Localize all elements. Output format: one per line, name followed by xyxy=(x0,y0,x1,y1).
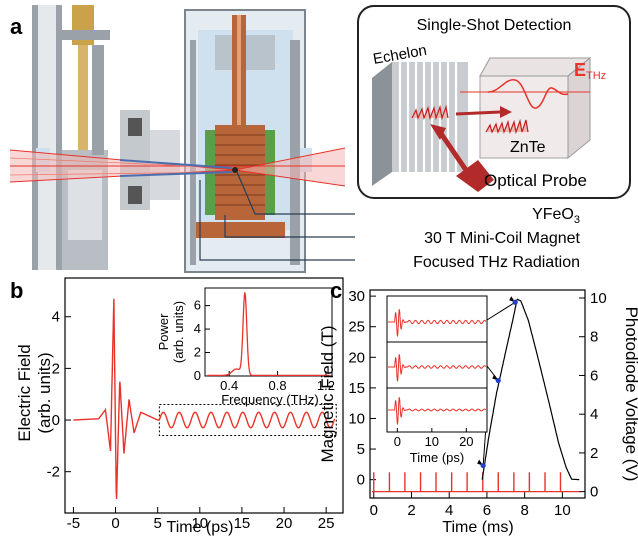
sample-point xyxy=(495,377,501,384)
power-spectrum-trace xyxy=(207,292,330,377)
x-tick-label: 0 xyxy=(370,502,378,519)
x-tick-label: 10 xyxy=(191,515,208,532)
y-tick-label: 4 xyxy=(52,309,60,326)
plot-c-frame xyxy=(369,289,586,499)
panel-c: c 0 2 4 6 8 10 0 5 10 15 20 25 30 0 2 4 6 8 10 0 10 20 Time … xyxy=(318,278,638,536)
y2-tick-label: 0 xyxy=(590,484,598,501)
inset-y-tick-label: 6 xyxy=(194,298,201,313)
inset-c-xlabel: Time (ps) xyxy=(410,450,464,465)
callout-lines xyxy=(199,171,355,261)
plot-b-frame xyxy=(64,277,344,514)
inset-x-tick-label: 0.4 xyxy=(220,378,238,393)
y-tick-label: 25 xyxy=(348,319,365,336)
x-tick-label: 5 xyxy=(153,515,161,532)
panel-label-c: c xyxy=(330,278,342,303)
plot-b-inset-ticks: 0.4 0.8 1.2 0 2 4 6 xyxy=(194,298,335,393)
detection-inset: Single-Shot Detection Echelon ZnTe xyxy=(357,5,631,199)
inset-b-ylabel: Power(arb. units) xyxy=(156,301,186,363)
probe-pulse-train-echelon xyxy=(411,104,449,121)
photodiode-spikes xyxy=(371,472,580,493)
sample-points xyxy=(480,299,518,469)
probe-label: Optical Probe xyxy=(484,171,587,190)
x-tick-label: 15 xyxy=(234,515,251,532)
panel-a: a xyxy=(9,5,631,273)
x-tick-label: 2 xyxy=(407,502,415,519)
inset-x-tick-label: 0.8 xyxy=(269,378,287,393)
callout-labels: YFeO3 30 T Mini-Coil Magnet Focused THz … xyxy=(413,206,580,271)
x-tick-label: 0 xyxy=(111,515,119,532)
y-tick-label: 2 xyxy=(52,360,60,377)
plot-c-y2label: Photodiode Voltage (V) xyxy=(622,307,638,482)
y2-tick-label: 10 xyxy=(590,290,607,307)
plot-b-ylabel: Electric Field(arb. units) xyxy=(15,344,54,441)
y-tick-label: 5 xyxy=(357,441,365,458)
callout-magnet: 30 T Mini-Coil Magnet xyxy=(424,230,580,247)
y-tick-label: 15 xyxy=(348,380,365,397)
y-tick-label: 20 xyxy=(348,349,365,366)
callout-yfeo3: YFeO3 xyxy=(532,206,580,226)
inset-title: Single-Shot Detection xyxy=(417,17,572,34)
sample-point xyxy=(480,462,486,469)
inset-c-trace-2 xyxy=(388,353,487,383)
magnetic-field-pulse xyxy=(481,298,580,481)
optical-probe-arrow xyxy=(437,130,473,178)
plot-b-inset-frame xyxy=(204,287,333,377)
inset-y-tick-label: 0 xyxy=(194,368,201,383)
plot-c-xlabel: Time (ms) xyxy=(442,519,513,536)
y-tick-label: 10 xyxy=(348,410,365,427)
magnet-apparatus xyxy=(32,5,312,273)
inset-c-trace-1-frame xyxy=(386,295,488,343)
znte-label: ZnTe xyxy=(510,139,546,156)
x-tick-label: -5 xyxy=(67,515,80,532)
x-tick-label: 8 xyxy=(520,502,528,519)
y-tick-label: -2 xyxy=(47,464,60,481)
inset-c-x-tick-label: 10 xyxy=(425,434,439,449)
inset-c-trace-2-frame xyxy=(386,341,488,389)
y2-tick-label: 6 xyxy=(590,367,598,384)
probe-pulse-train-znte xyxy=(485,118,529,135)
plot-c-ylabel: Magnetic Field (T) xyxy=(318,326,337,463)
plot-c-inset: 0 10 20 Time (ps) xyxy=(386,295,488,465)
inset-c-trace-1 xyxy=(388,308,487,338)
y2-tick-label: 4 xyxy=(590,406,598,423)
x-tick-label: 4 xyxy=(445,502,453,519)
sample-point xyxy=(512,299,518,305)
leader-line xyxy=(486,301,516,321)
inset-c-trace-3 xyxy=(388,396,487,426)
thz-beam xyxy=(9,147,346,187)
inset-c-x-tick-label: 20 xyxy=(459,434,473,449)
inset-b-xlabel: Frequency (THz) xyxy=(221,392,319,407)
y-tick-label: 0 xyxy=(357,472,365,489)
y2-tick-label: 8 xyxy=(590,329,598,346)
x-tick-label: 6 xyxy=(483,502,491,519)
znte-crystal: ZnTe xyxy=(479,56,592,160)
plot-b-xlabel: Time (ps) xyxy=(167,519,234,536)
inset-y-tick-label: 4 xyxy=(194,321,201,336)
inset-y-tick-label: 2 xyxy=(194,345,201,360)
panel-label-b: b xyxy=(10,278,23,303)
sample-dot xyxy=(232,167,238,173)
inset-c-x-tick-label: 0 xyxy=(394,434,401,449)
inset-x-tick-label: 1.2 xyxy=(317,378,335,393)
thz-waveform xyxy=(487,79,569,109)
x-tick-label: 25 xyxy=(318,515,335,532)
plot-c-ticks: 0 2 4 6 8 10 0 5 10 15 20 25 30 0 2 4 6 8 10 xyxy=(348,288,606,519)
thz-field-label: ETHz xyxy=(574,60,606,82)
x-tick-label: 10 xyxy=(554,502,571,519)
electric-field-trace xyxy=(73,298,336,499)
y-tick-label: 30 xyxy=(348,288,365,305)
panel-label-a: a xyxy=(10,14,23,39)
x-tick-label: 20 xyxy=(276,515,293,532)
y2-tick-label: 2 xyxy=(590,445,598,462)
callout-thz-radiation: Focused THz Radiation xyxy=(413,254,580,271)
y-tick-label: 0 xyxy=(52,412,60,429)
inset-c-ticks: 0 10 20 xyxy=(394,428,474,449)
probe-cone xyxy=(456,160,494,192)
